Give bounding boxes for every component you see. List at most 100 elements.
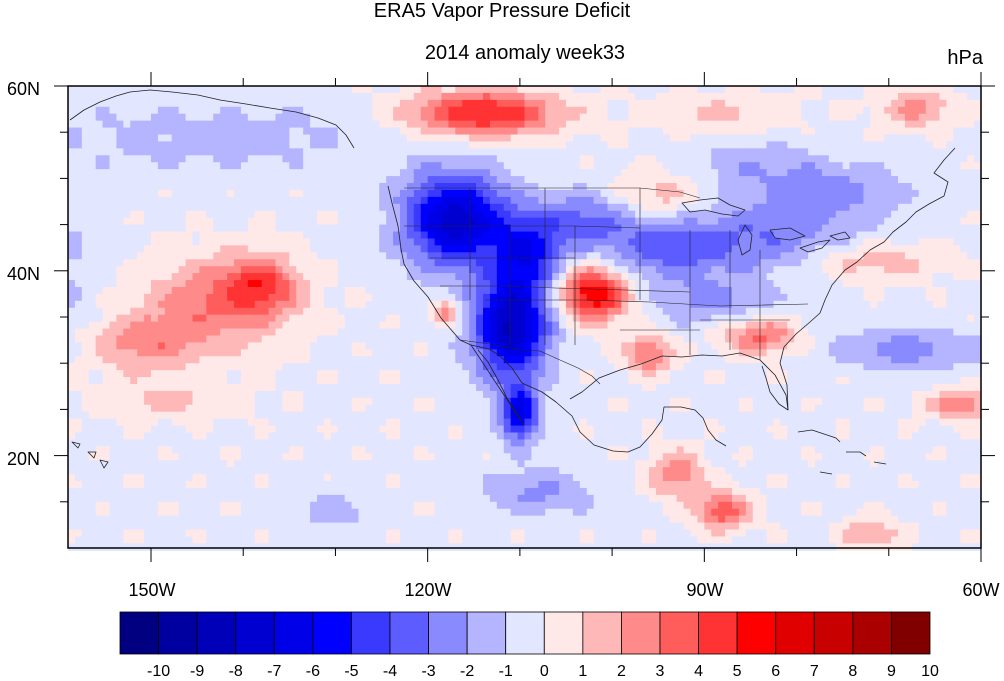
field-cell bbox=[130, 183, 138, 191]
field-cell bbox=[441, 224, 450, 233]
field-cell bbox=[870, 280, 878, 288]
field-cell bbox=[358, 300, 367, 309]
field-cell bbox=[676, 231, 685, 240]
field-cell bbox=[898, 203, 906, 212]
field-cell bbox=[974, 148, 982, 156]
field-cell bbox=[337, 120, 346, 129]
field-cell bbox=[911, 266, 920, 274]
field-cell bbox=[697, 196, 705, 205]
field-cell bbox=[621, 252, 629, 260]
field-cell bbox=[74, 99, 83, 108]
field-cell bbox=[496, 300, 505, 309]
field-cell bbox=[628, 203, 636, 212]
field-cell bbox=[801, 162, 809, 170]
field-cell bbox=[600, 148, 609, 156]
field-cell bbox=[496, 266, 505, 274]
field-cell bbox=[220, 106, 228, 115]
field-cell bbox=[171, 217, 180, 226]
field-cell bbox=[240, 293, 249, 302]
field-cell bbox=[621, 210, 629, 219]
field-cell bbox=[738, 280, 747, 288]
field-cell bbox=[102, 252, 111, 260]
field-cell bbox=[503, 286, 512, 295]
field-cell bbox=[441, 259, 450, 267]
field-cell bbox=[545, 120, 553, 129]
field-cell bbox=[607, 252, 616, 260]
field-cell bbox=[95, 155, 104, 163]
field-cell bbox=[821, 252, 830, 260]
field-cell bbox=[960, 134, 968, 143]
field-cell bbox=[718, 183, 726, 191]
field-cell bbox=[815, 335, 823, 344]
field-cell bbox=[123, 273, 131, 281]
field-cell bbox=[586, 321, 595, 330]
field-cell bbox=[552, 113, 560, 122]
field-cell bbox=[974, 106, 982, 115]
field-cell bbox=[655, 155, 664, 163]
field-cell bbox=[628, 127, 636, 136]
field-cell bbox=[337, 155, 346, 163]
field-cell bbox=[503, 252, 512, 260]
field-cell bbox=[323, 238, 332, 246]
field-cell bbox=[455, 183, 463, 191]
field-cell bbox=[123, 224, 131, 233]
field-cell bbox=[745, 92, 754, 101]
field-cell bbox=[545, 127, 553, 136]
field-cell bbox=[711, 335, 719, 344]
field-cell bbox=[732, 127, 740, 136]
field-cell bbox=[835, 176, 844, 184]
field-cell bbox=[904, 293, 913, 302]
field-cell bbox=[240, 189, 249, 198]
field-cell bbox=[199, 155, 207, 163]
field-cell bbox=[199, 238, 207, 246]
field-cell bbox=[925, 127, 934, 136]
field-cell bbox=[953, 113, 961, 122]
field-cell bbox=[780, 176, 788, 184]
field-cell bbox=[711, 238, 719, 246]
field-cell bbox=[282, 300, 290, 309]
field-cell bbox=[503, 141, 512, 149]
field-cell bbox=[918, 99, 927, 108]
field-cell bbox=[372, 328, 380, 337]
field-cell bbox=[289, 266, 297, 274]
field-cell bbox=[607, 238, 616, 246]
field-cell bbox=[434, 141, 443, 149]
field-cell bbox=[275, 342, 284, 350]
field-cell bbox=[434, 99, 443, 108]
field-cell bbox=[365, 293, 373, 302]
field-cell bbox=[642, 307, 650, 316]
field-cell bbox=[773, 148, 782, 156]
field-cell bbox=[828, 321, 837, 330]
field-cell bbox=[932, 203, 941, 212]
field-cell bbox=[974, 217, 982, 226]
field-cell bbox=[199, 120, 207, 129]
field-cell bbox=[393, 259, 401, 267]
field-cell bbox=[289, 86, 297, 94]
field-cell bbox=[552, 342, 560, 350]
field-cell bbox=[268, 224, 277, 233]
field-cell bbox=[81, 189, 90, 198]
field-cell bbox=[711, 155, 719, 163]
field-cell bbox=[441, 252, 450, 260]
field-cell bbox=[752, 134, 761, 143]
field-cell bbox=[877, 141, 885, 149]
field-cell bbox=[552, 134, 560, 143]
field-cell bbox=[898, 259, 906, 267]
field-cell bbox=[372, 120, 380, 129]
field-cell bbox=[628, 224, 636, 233]
field-cell bbox=[323, 106, 332, 115]
field-cell bbox=[164, 224, 173, 233]
field-cell bbox=[234, 342, 242, 350]
field-cell bbox=[960, 183, 968, 191]
field-cell bbox=[586, 196, 595, 205]
field-cell bbox=[676, 259, 685, 267]
field-cell bbox=[303, 134, 311, 143]
field-cell bbox=[151, 210, 159, 219]
field-cell bbox=[178, 86, 187, 94]
field-cell bbox=[303, 238, 311, 246]
field-cell bbox=[351, 300, 360, 309]
field-cell bbox=[393, 307, 401, 316]
field-cell bbox=[503, 224, 512, 233]
field-cell bbox=[655, 252, 664, 260]
field-cell bbox=[579, 252, 588, 260]
